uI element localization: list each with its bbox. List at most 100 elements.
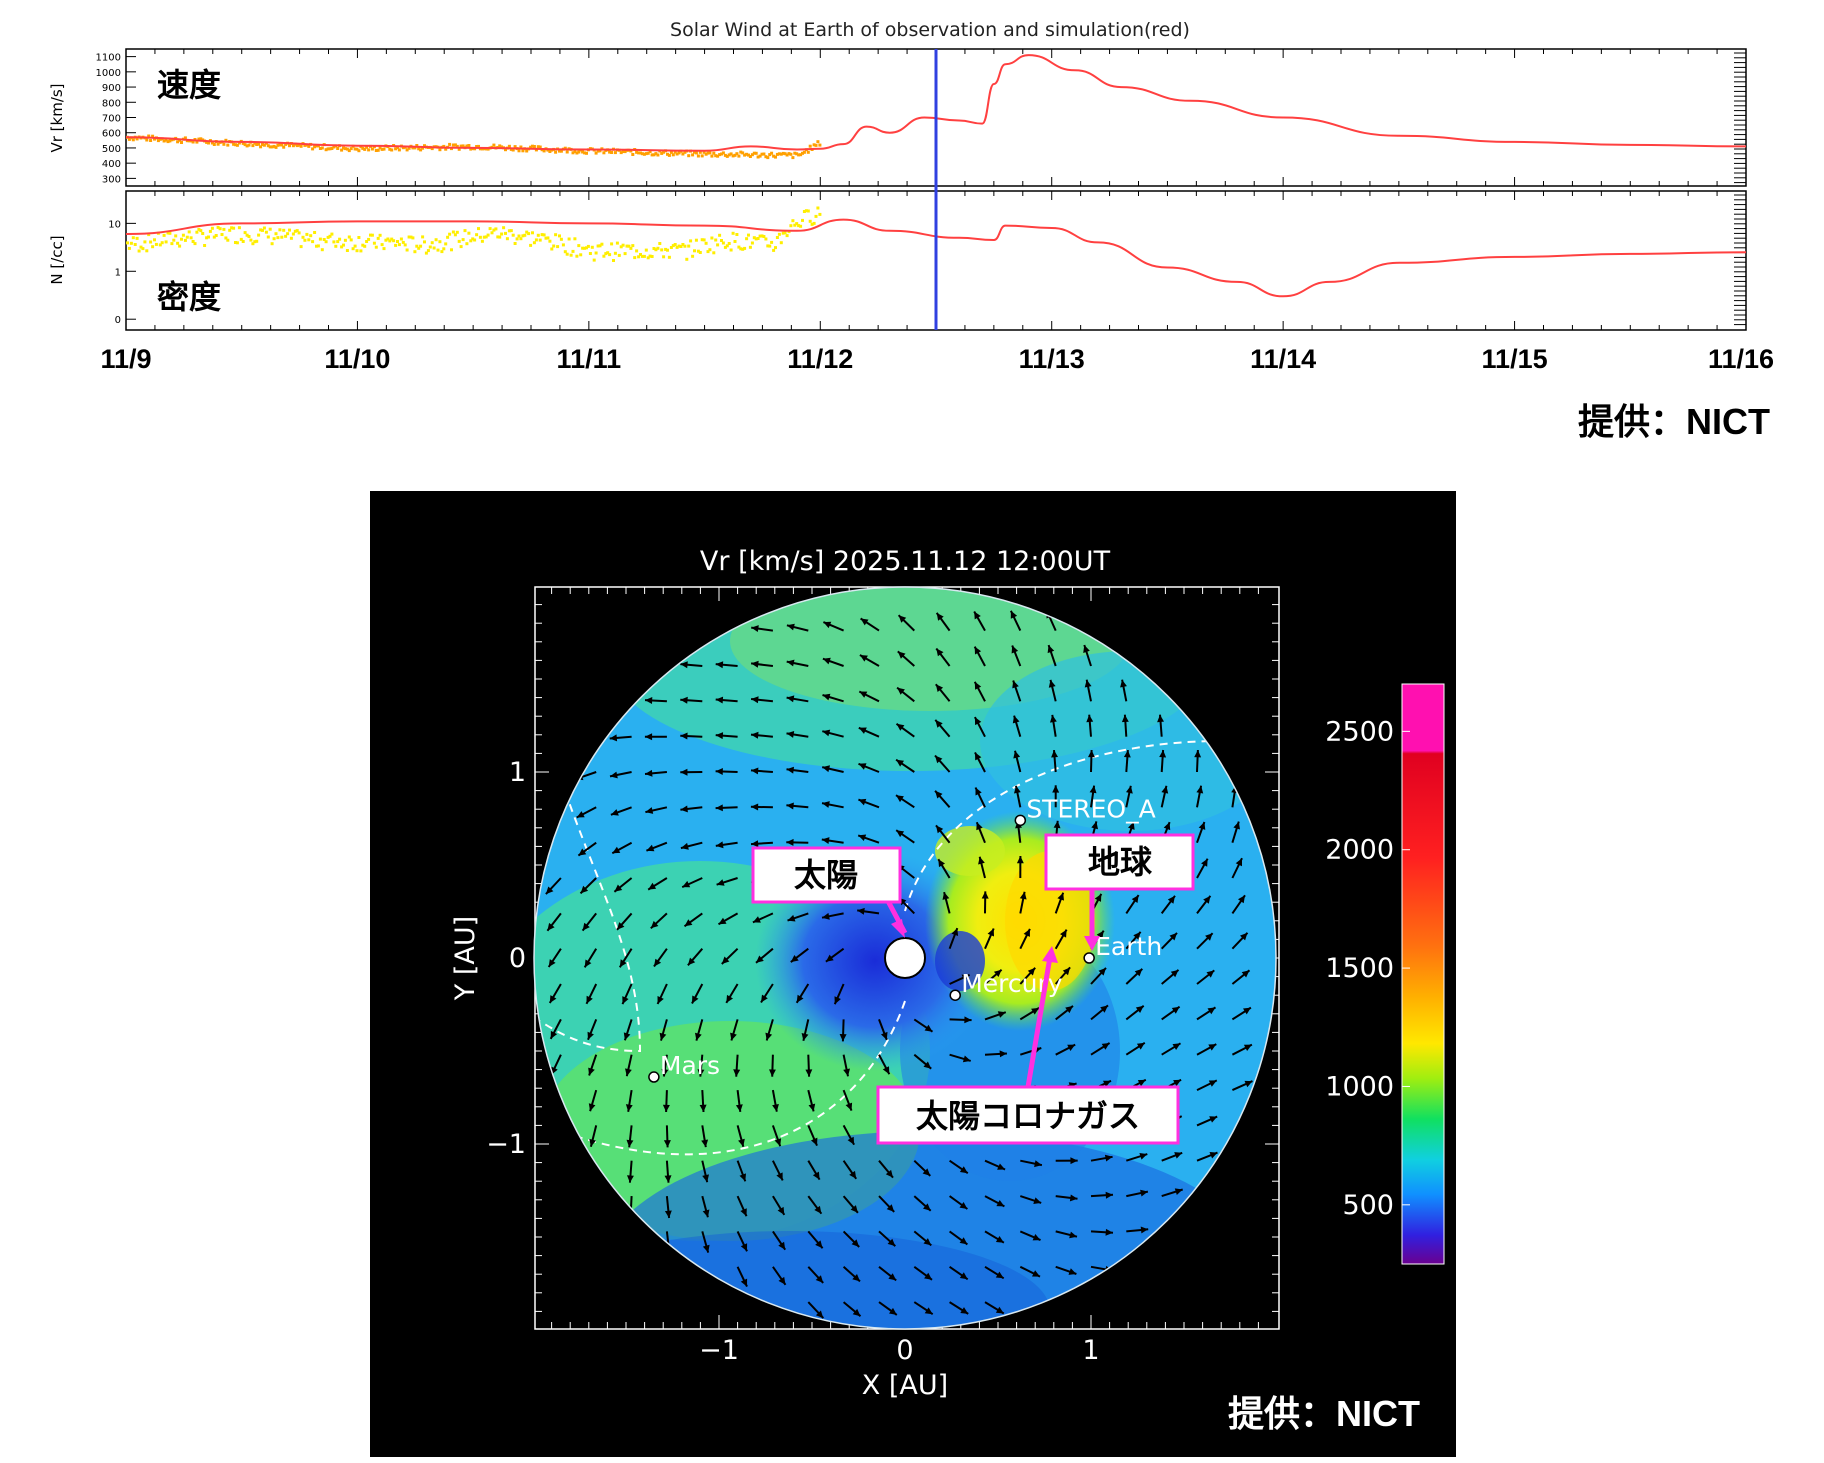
density-obs-point bbox=[710, 236, 714, 240]
velocity-arrowhead bbox=[1012, 715, 1020, 724]
velocity-arrowhead bbox=[959, 1272, 968, 1280]
speed-obs-point bbox=[311, 147, 315, 151]
speed-obs-point bbox=[675, 152, 679, 156]
density-obs-point bbox=[415, 244, 419, 248]
speed-obs-point bbox=[207, 141, 210, 145]
velocity-arrowhead bbox=[1101, 1043, 1110, 1050]
density-obs-point bbox=[423, 240, 426, 244]
density-obs-point bbox=[793, 223, 797, 227]
density-obs-point bbox=[355, 249, 359, 253]
velocity-arrowhead bbox=[924, 1272, 932, 1280]
density-obs-point bbox=[658, 242, 662, 245]
density-obs-point bbox=[475, 233, 479, 237]
speed-obs-point bbox=[774, 155, 777, 159]
velocity-arrowhead bbox=[715, 768, 723, 775]
speed-obs-point bbox=[619, 151, 623, 155]
density-obs-point bbox=[291, 232, 295, 236]
speed-obs-point bbox=[563, 146, 567, 150]
velocity-arrowhead bbox=[589, 1138, 596, 1147]
speed-obs-point bbox=[197, 137, 201, 141]
density-obs-point bbox=[478, 235, 482, 239]
velocity-arrowhead bbox=[1019, 891, 1027, 900]
velocity-arrowhead bbox=[858, 834, 867, 841]
density-obs-point bbox=[347, 235, 351, 239]
density-obs-point bbox=[621, 243, 625, 247]
velocity-arrowhead bbox=[852, 1274, 860, 1282]
velocity-arrowhead bbox=[822, 693, 831, 701]
density-obs-point bbox=[729, 248, 733, 252]
speed-obs-point bbox=[372, 145, 376, 149]
velocity-arrowhead bbox=[811, 1137, 818, 1146]
velocity-arrowhead bbox=[1050, 714, 1057, 723]
speed-obs-point bbox=[747, 153, 750, 157]
speed-obs-point bbox=[812, 143, 816, 147]
density-obs-point bbox=[577, 244, 581, 248]
density-obs-point bbox=[127, 246, 131, 250]
density-obs-point bbox=[496, 235, 500, 239]
density-obs-point bbox=[646, 256, 650, 260]
speed-obs-point bbox=[718, 153, 722, 157]
density-obs-point bbox=[706, 250, 710, 254]
planet-label: STEREO_A bbox=[1026, 794, 1155, 823]
speed-obs-point bbox=[357, 149, 361, 153]
density-obs-point bbox=[527, 232, 531, 236]
density-obs-point bbox=[280, 235, 284, 239]
speed-obs-point bbox=[216, 142, 220, 146]
speed-obs-point bbox=[262, 143, 266, 147]
speed-obs-point bbox=[581, 150, 585, 154]
velocity-arrowhead bbox=[981, 891, 989, 899]
speed-obs-point bbox=[565, 150, 569, 154]
speed-obs-point bbox=[467, 144, 471, 147]
density-obs-point bbox=[565, 252, 569, 256]
date-label: 11/11 bbox=[557, 344, 622, 374]
density-obs-point bbox=[540, 233, 544, 237]
velocity-arrowhead bbox=[815, 1240, 823, 1249]
density-obs-point bbox=[465, 242, 469, 246]
density-obs-point bbox=[660, 248, 664, 252]
density-obs-point bbox=[644, 248, 648, 252]
density-obs-point bbox=[648, 254, 652, 258]
density-obs-point bbox=[509, 229, 513, 233]
speed-obs-point bbox=[332, 145, 336, 149]
velocity-arrowhead bbox=[721, 956, 730, 964]
velocity-arrowhead bbox=[839, 1034, 847, 1042]
velocity-arrowhead bbox=[735, 1104, 743, 1112]
velocity-arrowhead bbox=[715, 841, 724, 849]
density-obs-point bbox=[739, 247, 743, 251]
speed-obs-point bbox=[355, 147, 359, 151]
density-obs-point bbox=[488, 227, 492, 231]
density-obs-point bbox=[181, 233, 185, 237]
density-obs-point bbox=[683, 244, 687, 248]
density-obs-point bbox=[195, 230, 199, 234]
density-obs-point bbox=[808, 219, 812, 223]
velocity-arrowhead bbox=[997, 1011, 1006, 1018]
velocity-arrowhead bbox=[936, 612, 944, 621]
velocity-arrowhead bbox=[1243, 1044, 1252, 1051]
velocity-arrowhead bbox=[822, 729, 831, 737]
velocity-arrowhead bbox=[1103, 1080, 1111, 1087]
density-obs-point bbox=[399, 237, 403, 241]
speed-obs-point bbox=[648, 150, 652, 153]
density-obs-point bbox=[297, 231, 301, 235]
speed-obs-point bbox=[693, 150, 696, 154]
annotation-cme-label: 太陽コロナガス bbox=[916, 1097, 1140, 1135]
density-obs-point bbox=[801, 218, 804, 222]
density-obs-point bbox=[154, 242, 158, 246]
density-obs-point bbox=[230, 226, 234, 230]
density-obs-point bbox=[197, 227, 201, 231]
density-obs-point bbox=[207, 235, 210, 239]
velocity-arrowhead bbox=[646, 844, 655, 852]
density-obs-point bbox=[426, 249, 430, 253]
density-obs-point bbox=[305, 232, 309, 236]
density-obs-point bbox=[407, 235, 411, 239]
speed-obs-point bbox=[245, 144, 249, 148]
density-obs-point bbox=[735, 233, 739, 236]
density-obs-point bbox=[409, 235, 413, 239]
velocity-arrowhead bbox=[1172, 1043, 1181, 1050]
speed-obs-point bbox=[770, 151, 774, 155]
density-obs-point bbox=[774, 246, 777, 250]
speed-obs-point bbox=[162, 139, 166, 143]
density-obs-point bbox=[343, 238, 347, 242]
density-obs-point bbox=[411, 236, 415, 240]
speed-obs-point bbox=[583, 151, 587, 155]
